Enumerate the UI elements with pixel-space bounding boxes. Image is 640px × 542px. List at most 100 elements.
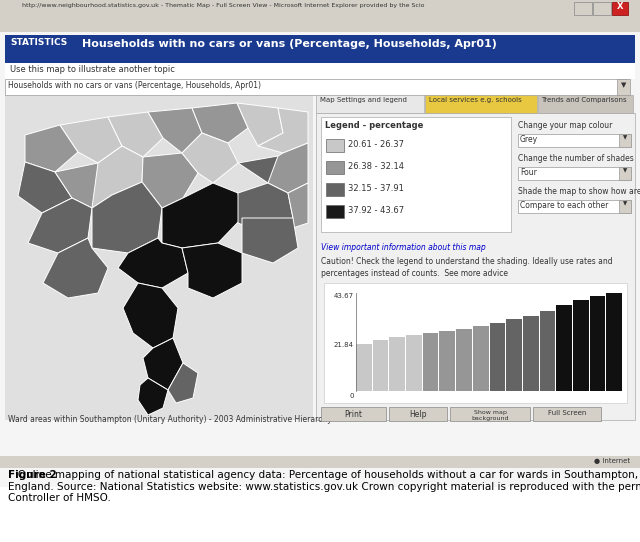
Text: Full Screen: Full Screen (548, 410, 586, 416)
Bar (5, 95, 313, 420)
Bar (425, 95, 537, 113)
Bar (538, 95, 633, 113)
Polygon shape (118, 238, 188, 288)
Bar (619, 167, 631, 180)
Text: percentages instead of counts.  See more advice: percentages instead of counts. See more … (321, 269, 508, 278)
Text: Ward areas within Southampton (Unitary Authority) - 2003 Administrative Hierarch: Ward areas within Southampton (Unitary A… (8, 415, 332, 424)
Text: Legend - percentage: Legend - percentage (325, 121, 424, 130)
Bar (518, 200, 631, 213)
Bar (326, 205, 344, 218)
Polygon shape (258, 108, 308, 153)
Text: 37.92 - 43.67: 37.92 - 43.67 (348, 206, 404, 215)
Polygon shape (92, 146, 143, 208)
Text: Change the number of shades: Change the number of shades (518, 154, 634, 163)
Bar (612, 2, 628, 15)
Bar (506, 319, 522, 391)
Text: 26.38 - 32.14: 26.38 - 32.14 (348, 162, 404, 171)
Text: 20.61 - 26.37: 20.61 - 26.37 (348, 140, 404, 149)
Text: Online mapping of national statistical agency data: Percentage of households wit: Online mapping of national statistical a… (8, 470, 640, 503)
Text: ▼: ▼ (623, 169, 627, 173)
Bar (619, 134, 631, 147)
Text: 43.67: 43.67 (334, 293, 354, 299)
Bar (326, 139, 344, 152)
Bar (589, 296, 605, 391)
Bar (533, 407, 601, 421)
Polygon shape (138, 378, 168, 415)
Text: Help: Help (409, 410, 427, 419)
Text: STATISTICS: STATISTICS (10, 38, 67, 47)
Bar (0, 0, 640, 18)
Bar (540, 311, 556, 391)
Bar (518, 167, 631, 180)
Polygon shape (238, 183, 293, 233)
Bar (321, 407, 386, 421)
Bar (440, 331, 455, 391)
Bar (574, 2, 592, 15)
Bar (456, 329, 472, 391)
Bar (593, 2, 611, 15)
Text: Map Settings and legend: Map Settings and legend (320, 97, 407, 103)
Polygon shape (263, 183, 308, 233)
Bar (490, 324, 505, 391)
Bar (556, 305, 572, 391)
Polygon shape (162, 183, 242, 248)
Polygon shape (55, 163, 112, 208)
Bar (0, 18, 640, 32)
Text: Show map
background: Show map background (471, 410, 509, 421)
Bar (523, 315, 539, 391)
Bar (619, 200, 631, 213)
Polygon shape (182, 133, 238, 183)
Text: 32.15 - 37.91: 32.15 - 37.91 (348, 184, 404, 193)
Text: X: X (617, 2, 623, 11)
Text: ▼: ▼ (623, 136, 627, 140)
Polygon shape (237, 103, 283, 146)
Text: http://www.neighbourhood.statistics.gov.uk - Thematic Map - Full Screen View - M: http://www.neighbourhood.statistics.gov.… (22, 3, 424, 8)
Bar (606, 293, 622, 391)
Polygon shape (142, 153, 198, 208)
Polygon shape (168, 363, 198, 403)
Text: Local services e.g. schools: Local services e.g. schools (429, 97, 522, 103)
Text: Grey: Grey (520, 135, 538, 144)
Text: ▼: ▼ (621, 82, 627, 88)
Text: Print: Print (344, 410, 362, 419)
Text: Use this map to illustrate another topic: Use this map to illustrate another topic (10, 65, 175, 74)
Text: ▼: ▼ (623, 202, 627, 207)
Bar (316, 113, 635, 420)
Bar (423, 333, 438, 391)
Bar (389, 407, 447, 421)
Text: 21.84: 21.84 (334, 342, 354, 348)
Polygon shape (92, 182, 162, 253)
Text: View important information about this map: View important information about this ma… (321, 243, 486, 252)
Bar (406, 335, 422, 391)
Text: Compare to each other: Compare to each other (520, 201, 609, 210)
Polygon shape (60, 117, 122, 163)
Text: Four: Four (520, 168, 537, 177)
Polygon shape (242, 218, 298, 263)
Bar (518, 134, 631, 147)
Polygon shape (192, 103, 248, 143)
Polygon shape (143, 338, 183, 390)
Polygon shape (268, 143, 308, 193)
Bar (0, 32, 640, 487)
Bar (389, 337, 405, 391)
Bar (316, 95, 424, 113)
Bar (356, 344, 372, 391)
Bar (5, 63, 635, 79)
Bar (0, 456, 640, 468)
Bar (450, 407, 530, 421)
Bar (473, 326, 488, 391)
Bar (326, 161, 344, 174)
Text: Shade the map to show how areas: Shade the map to show how areas (518, 187, 640, 196)
Bar (324, 283, 627, 403)
Polygon shape (123, 283, 178, 348)
Text: Trends and Comparisons: Trends and Comparisons (541, 97, 627, 103)
Text: Households with no cars or vans (Percentage, Households, Apr01): Households with no cars or vans (Percent… (82, 39, 497, 49)
Bar (5, 35, 635, 63)
Text: Change your map colour: Change your map colour (518, 121, 612, 130)
Text: ● Internet: ● Internet (594, 458, 630, 464)
Text: Households with no cars or vans (Percentage, Households, Apr01): Households with no cars or vans (Percent… (8, 81, 261, 90)
Polygon shape (182, 243, 242, 298)
Bar (372, 340, 388, 391)
Bar (617, 79, 630, 95)
Text: Caution! Check the legend to understand the shading. Ideally use rates and: Caution! Check the legend to understand … (321, 257, 612, 266)
